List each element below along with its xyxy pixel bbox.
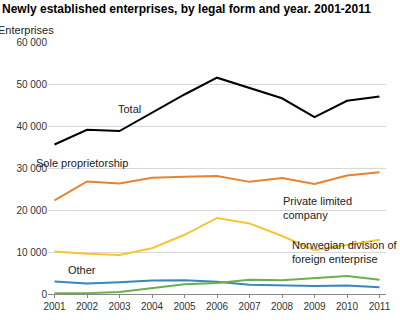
- svg-text:2010: 2010: [336, 301, 359, 312]
- svg-text:Sole proprietorship: Sole proprietorship: [36, 157, 128, 169]
- svg-text:30 000: 30 000: [16, 163, 47, 174]
- svg-text:2011: 2011: [369, 301, 391, 312]
- svg-text:2009: 2009: [303, 301, 326, 312]
- svg-text:2005: 2005: [173, 301, 196, 312]
- svg-text:2001: 2001: [43, 301, 66, 312]
- svg-text:2008: 2008: [271, 301, 294, 312]
- svg-text:Newly established enterprises,: Newly established enterprises, by legal …: [2, 2, 371, 16]
- svg-text:0: 0: [41, 289, 47, 300]
- svg-text:2002: 2002: [76, 301, 99, 312]
- svg-text:10 000: 10 000: [16, 247, 47, 258]
- svg-text:2007: 2007: [238, 301, 261, 312]
- svg-text:40 000: 40 000: [16, 121, 47, 132]
- svg-text:2006: 2006: [206, 301, 229, 312]
- svg-text:Private limitedcompany: Private limitedcompany: [283, 195, 352, 221]
- svg-text:60 000: 60 000: [16, 37, 47, 48]
- svg-text:Total: Total: [118, 103, 141, 115]
- svg-text:50 000: 50 000: [16, 79, 47, 90]
- svg-text:2004: 2004: [141, 301, 164, 312]
- svg-text:20 000: 20 000: [16, 205, 47, 216]
- svg-text:Norwegian division offoreign e: Norwegian division offoreign enterprise: [292, 239, 397, 265]
- svg-text:2003: 2003: [108, 301, 131, 312]
- svg-text:Other: Other: [68, 264, 96, 276]
- svg-text:Enterprises: Enterprises: [0, 24, 54, 36]
